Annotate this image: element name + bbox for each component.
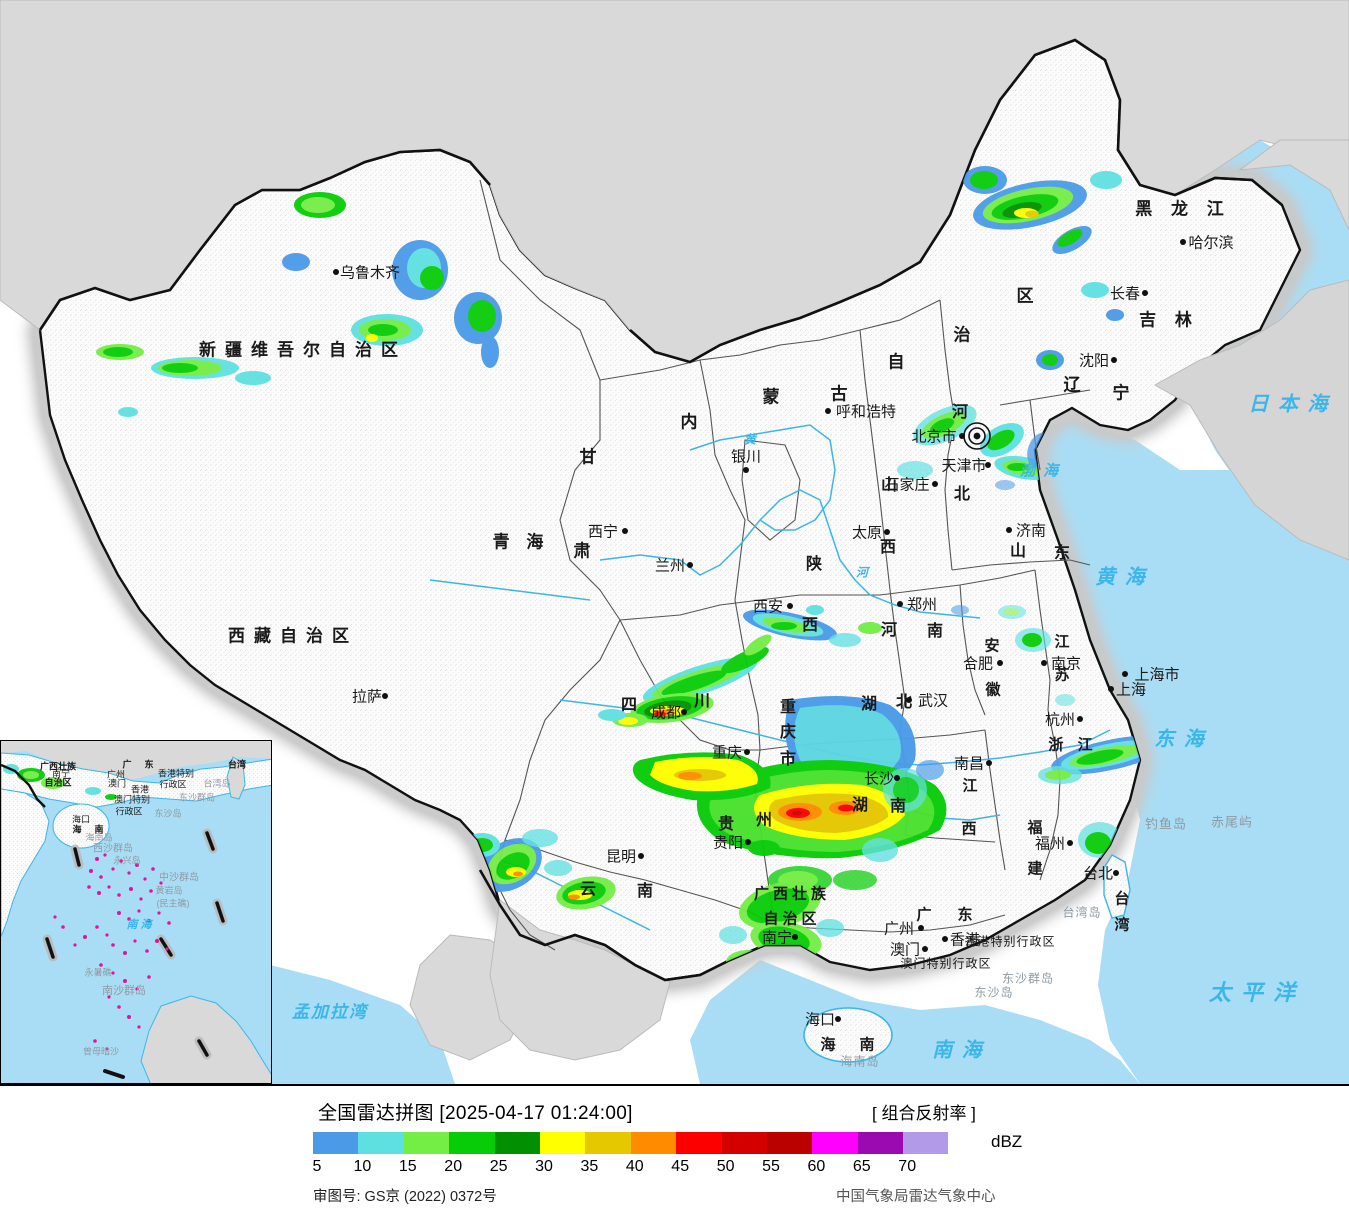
city-marker-dot — [835, 1016, 841, 1022]
colorbar-tick-5: 5 — [312, 1158, 322, 1175]
colorbar-swatch-15 — [403, 1132, 450, 1154]
colorbar-swatch-50 — [721, 1132, 767, 1154]
colorbar-swatch-30 — [539, 1132, 586, 1154]
issuing-agency: 中国气象局雷达气象中心 — [836, 1189, 996, 1205]
dbz-unit-label: dBZ — [991, 1132, 1023, 1151]
colorbar-tick-60: 60 — [807, 1158, 826, 1175]
colorbar-tick-25: 25 — [489, 1158, 508, 1175]
colorbar-swatch-40 — [630, 1132, 677, 1154]
city-marker-dot — [744, 749, 750, 755]
city-marker-dot — [959, 433, 965, 439]
city-marker-dot — [894, 775, 900, 781]
colorbar-swatch-60 — [812, 1132, 858, 1154]
city-marker-dot — [1077, 716, 1083, 722]
colorbar-tick-35: 35 — [580, 1158, 599, 1175]
city-marker-dot — [681, 709, 687, 715]
city-marker-dot — [743, 467, 749, 473]
echo-northeast — [963, 166, 1124, 370]
radar-map-canvas[interactable]: 新疆维吾尔自治区 西藏自治区青 海甘肃内蒙古自治区黑 龙 江吉 林辽宁河北山西山东… — [0, 0, 1349, 1084]
city-marker-dot — [986, 760, 992, 766]
legend-product-type: [ 组合反射率 ] — [872, 1104, 976, 1123]
legend-panel: 全国雷达拼图 [2025-04-17 01:24:00] [ 组合反射率 ] d… — [0, 1084, 1349, 1208]
colorbar-swatch-25 — [494, 1132, 540, 1154]
dbz-colorbar — [313, 1132, 949, 1154]
city-marker-dot — [825, 408, 831, 414]
city-marker-dot — [1041, 660, 1047, 666]
colorbar-swatch-70 — [903, 1132, 949, 1154]
city-marker-dot — [687, 562, 693, 568]
colorbar-swatch-5 — [313, 1132, 359, 1154]
city-marker-dot — [622, 528, 628, 534]
colorbar-swatch-65 — [857, 1132, 904, 1154]
south-china-sea-inset[interactable]: 广西壮族 自治区广东海南台湾 南宁 广州 澳门 香港 海口 香港特别 行政区 澳门特别 行政区 台湾岛… — [0, 740, 272, 1084]
city-marker-dot — [918, 925, 924, 931]
legend-title: 全国雷达拼图 [2025-04-17 01:24:00] — [318, 1103, 633, 1124]
city-marker-dot — [787, 603, 793, 609]
echo-jingjinji — [897, 404, 1054, 481]
colorbar-swatch-20 — [449, 1132, 495, 1154]
reef-markers — [53, 853, 171, 1051]
city-marker-dot — [1006, 527, 1012, 533]
colorbar-tick-55: 55 — [762, 1158, 780, 1175]
colorbar-swatch-35 — [585, 1132, 631, 1154]
colorbar-swatch-45 — [676, 1132, 722, 1154]
dbz-tick-labels: 5 10 15 20 25 30 35 40 45 50 55 60 65 70 — [313, 1158, 1003, 1178]
colorbar-tick-15: 15 — [398, 1158, 417, 1175]
city-marker-dot — [942, 936, 948, 942]
colorbar-tick-40: 40 — [625, 1158, 644, 1175]
city-marker-dot — [638, 853, 644, 859]
city-marker-dot — [382, 693, 388, 699]
echo-hunan-guizhou — [632, 696, 947, 894]
city-marker-dot — [897, 601, 903, 607]
city-marker-dot — [997, 660, 1003, 666]
colorbar-swatch-10 — [358, 1132, 404, 1154]
city-marker-dot — [985, 462, 991, 468]
colorbar-tick-45: 45 — [671, 1158, 690, 1175]
echo-sichuan — [598, 634, 772, 727]
inset-geometry — [1, 741, 271, 1083]
city-marker-dot — [1122, 671, 1128, 677]
colorbar-tick-70: 70 — [898, 1158, 917, 1175]
city-marker-dot — [1113, 870, 1119, 876]
city-marker-dot — [792, 934, 798, 940]
city-marker-dot — [1108, 686, 1114, 692]
city-marker-dot — [1067, 840, 1073, 846]
colorbar-tick-20: 20 — [444, 1158, 463, 1175]
colorbar-tick-10: 10 — [353, 1158, 372, 1175]
colorbar-tick-30: 30 — [535, 1158, 553, 1175]
map-approval-number: 审图号: GS京 (2022) 0372号 — [313, 1189, 497, 1205]
colorbar-swatch-55 — [766, 1132, 813, 1154]
city-marker-dot — [922, 946, 928, 952]
city-marker-dot — [333, 269, 339, 275]
city-marker-dot — [906, 697, 912, 703]
map-geometry — [0, 0, 1349, 1084]
city-marker-dot — [745, 839, 751, 845]
colorbar-tick-65: 65 — [852, 1158, 871, 1175]
city-marker-dot — [1180, 239, 1186, 245]
city-marker-dot — [1142, 290, 1148, 296]
echo-shaanxi — [742, 605, 882, 647]
city-marker-dot — [932, 481, 938, 487]
city-marker-dot — [1111, 357, 1117, 363]
echo-clutter — [951, 480, 1075, 706]
echo-xinjiang — [96, 192, 502, 417]
city-marker-dot — [884, 529, 890, 535]
colorbar-tick-50: 50 — [716, 1158, 735, 1175]
radar-station-icon — [963, 422, 991, 450]
